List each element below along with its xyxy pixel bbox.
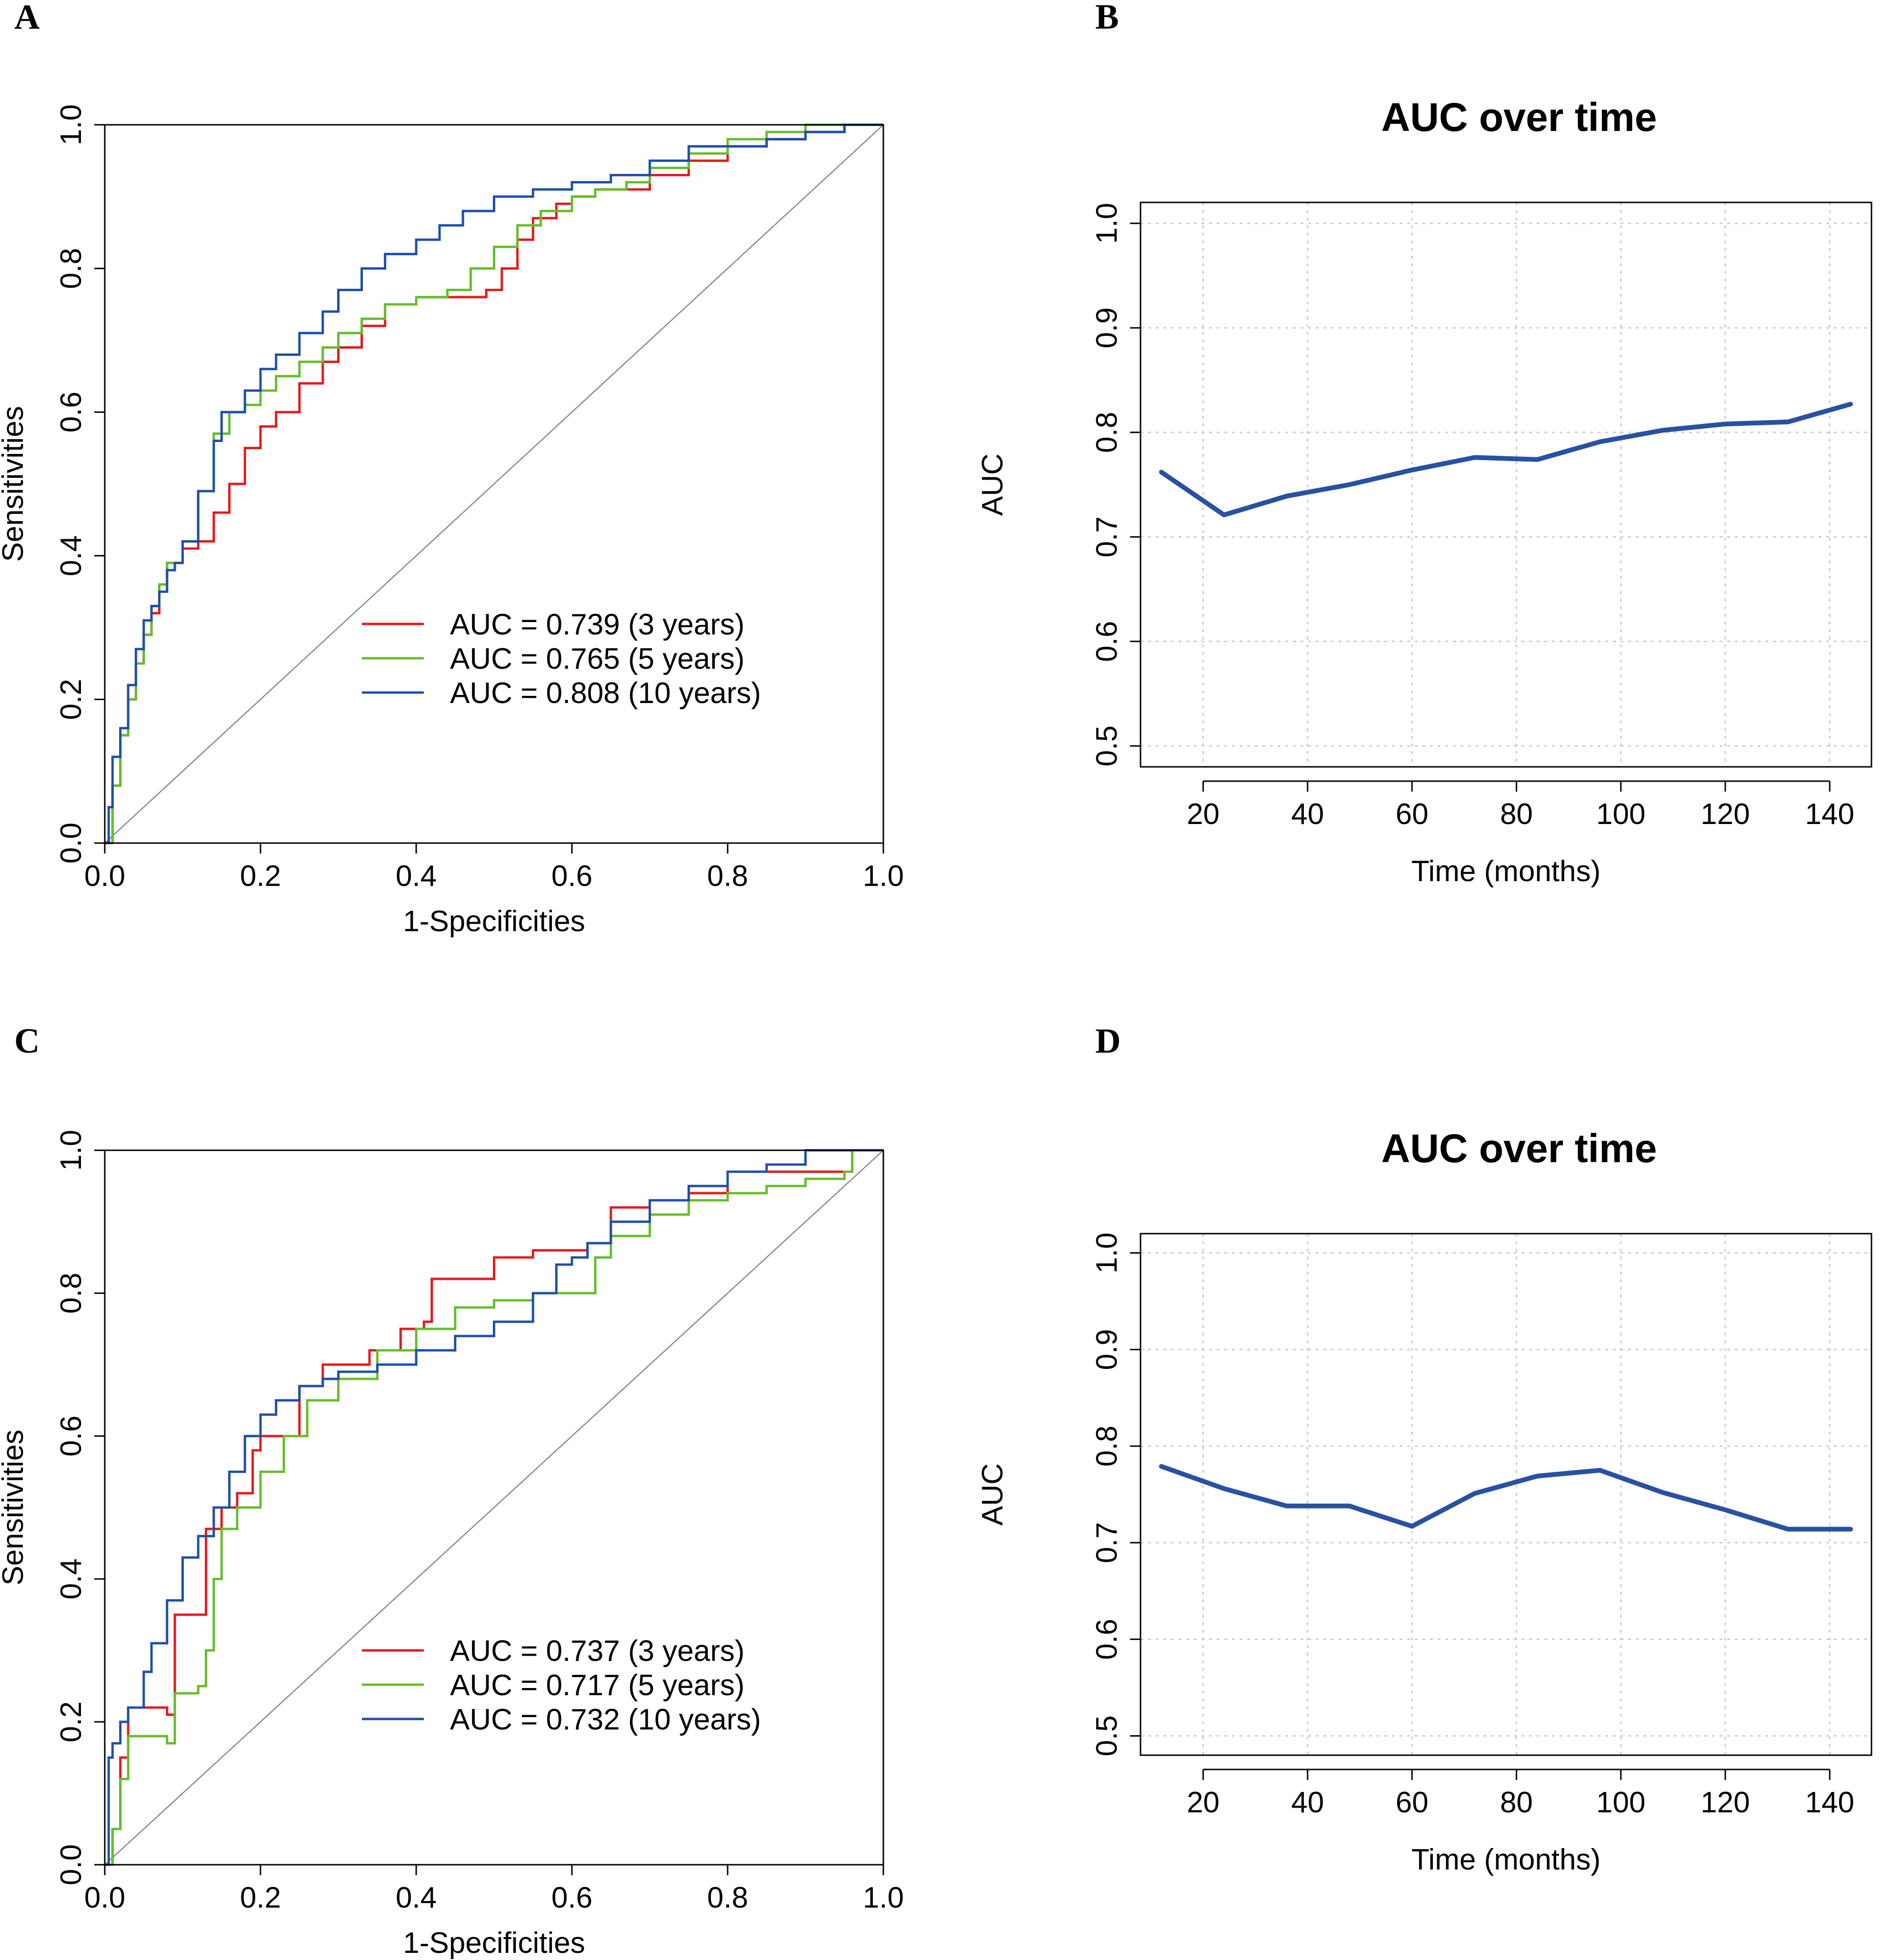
panel-letter: C: [14, 1022, 40, 1061]
y-tick-label: 0.4: [55, 535, 88, 576]
x-tick-label: 60: [1396, 798, 1429, 831]
y-tick-label: 1.0: [1091, 1232, 1123, 1273]
x-axis-label: Time (months): [1411, 855, 1601, 888]
x-tick-label: 80: [1500, 798, 1533, 831]
x-tick-label: 0.0: [84, 860, 125, 893]
panel-a: A 0.0 0.2 0.4 0.6 0.8 1.0 1-Specificities 0.0 0.2…: [0, 0, 904, 938]
y-tick-label: 0.5: [1091, 725, 1123, 766]
plot-frame: [1140, 1233, 1872, 1756]
legend-label: AUC = 0.808 (10 years): [450, 677, 761, 710]
x-tick-label: 80: [1500, 1786, 1533, 1819]
y-tick-label: 0.4: [55, 1558, 88, 1599]
y-tick-label: 0.9: [1091, 1329, 1123, 1370]
y-tick-label: 1.0: [1091, 203, 1123, 244]
x-tick-label: 120: [1701, 1786, 1750, 1819]
y-axis-label: Sensitivities: [0, 1429, 30, 1585]
y-axis-label: AUC: [976, 1463, 1009, 1526]
y-tick-label: 0.2: [55, 679, 88, 720]
x-tick-label: 60: [1396, 1786, 1429, 1819]
y-tick-label: 1.0: [55, 1130, 88, 1171]
y-tick-label: 1.0: [55, 104, 88, 145]
x-tick-label: 0.6: [551, 860, 592, 893]
y-tick-label: 0.6: [55, 392, 88, 432]
x-tick-label: 1.0: [863, 1881, 904, 1914]
series-line-2: [105, 1149, 883, 1866]
series-line-3: [105, 123, 883, 844]
y-tick-label: 0.7: [1091, 516, 1123, 557]
x-tick-label: 40: [1291, 798, 1324, 831]
reference-diagonal: [104, 124, 884, 844]
y-tick-label: 0.0: [55, 1844, 88, 1885]
y-tick-label: 0.5: [1091, 1715, 1123, 1756]
x-tick-label: 0.8: [707, 1881, 748, 1914]
panel-letter: B: [1095, 0, 1119, 37]
chart-title: AUC over time: [1381, 95, 1657, 140]
x-axis-label: 1-Specificities: [403, 905, 585, 938]
x-tick-label: 20: [1187, 798, 1220, 831]
x-axis-label: 1-Specificities: [403, 1927, 585, 1960]
chart-title: AUC over time: [1381, 1126, 1657, 1171]
x-tick-label: 120: [1701, 798, 1750, 831]
panel-b: B AUC over time 20 40 60 80 100 120 140 Time (mon…: [976, 0, 1872, 888]
panel-letter: D: [1095, 1022, 1121, 1061]
x-tick-label: 20: [1187, 1786, 1220, 1819]
legend-label: AUC = 0.739 (3 years): [450, 608, 745, 641]
y-tick-label: 0.6: [1091, 621, 1123, 662]
x-tick-label: 100: [1596, 798, 1645, 831]
legend-label: AUC = 0.717 (5 years): [450, 1669, 745, 1702]
x-tick-label: 0.6: [551, 1881, 592, 1914]
plot-frame: [1140, 201, 1872, 768]
y-tick-label: 0.8: [55, 1273, 88, 1314]
x-tick-label: 0.0: [84, 1881, 125, 1914]
y-tick-label: 0.9: [1091, 307, 1123, 348]
reference-diagonal: [104, 1150, 884, 1865]
x-tick-label: 0.4: [396, 860, 437, 893]
x-axis-label: Time (months): [1411, 1843, 1601, 1876]
y-tick-label: 0.6: [55, 1416, 88, 1457]
y-tick-label: 0.7: [1091, 1522, 1123, 1563]
x-tick-label: 40: [1291, 1786, 1324, 1819]
y-tick-label: 0.8: [55, 248, 88, 289]
legend-label: AUC = 0.765 (5 years): [450, 643, 745, 675]
panel-d: D AUC over time 20 40 60 80 100 120 140 Time (mon…: [976, 1022, 1872, 1876]
y-axis-label: Sensitivities: [0, 406, 30, 562]
x-tick-label: 0.8: [707, 860, 748, 893]
legend-label: AUC = 0.737 (3 years): [450, 1635, 745, 1668]
y-axis-label: AUC: [976, 453, 1009, 516]
panel-c: C 0.0 0.2 0.4 0.6 0.8 1.0 1-Specificities 0.0 0.2…: [0, 1022, 904, 1960]
y-tick-label: 0.2: [55, 1701, 88, 1742]
x-tick-label: 100: [1596, 1786, 1645, 1819]
auc-line: [1159, 1464, 1853, 1532]
plot-frame: [104, 124, 884, 844]
series-line-3: [105, 1149, 883, 1866]
x-tick-label: 0.2: [240, 860, 281, 893]
legend-label: AUC = 0.732 (10 years): [450, 1703, 761, 1736]
x-tick-label: 0.4: [396, 1881, 437, 1914]
y-tick-label: 0.6: [1091, 1619, 1123, 1660]
y-tick-label: 0.0: [55, 823, 88, 864]
x-tick-label: 140: [1805, 798, 1854, 831]
y-tick-label: 0.8: [1091, 412, 1123, 453]
plot-frame: [104, 1149, 884, 1866]
y-tick-label: 0.8: [1091, 1426, 1123, 1467]
x-tick-label: 0.2: [240, 1881, 281, 1914]
auc-line: [1159, 402, 1853, 518]
x-tick-label: 140: [1805, 1786, 1854, 1819]
panel-letter: A: [14, 0, 40, 37]
x-tick-label: 1.0: [863, 860, 904, 893]
